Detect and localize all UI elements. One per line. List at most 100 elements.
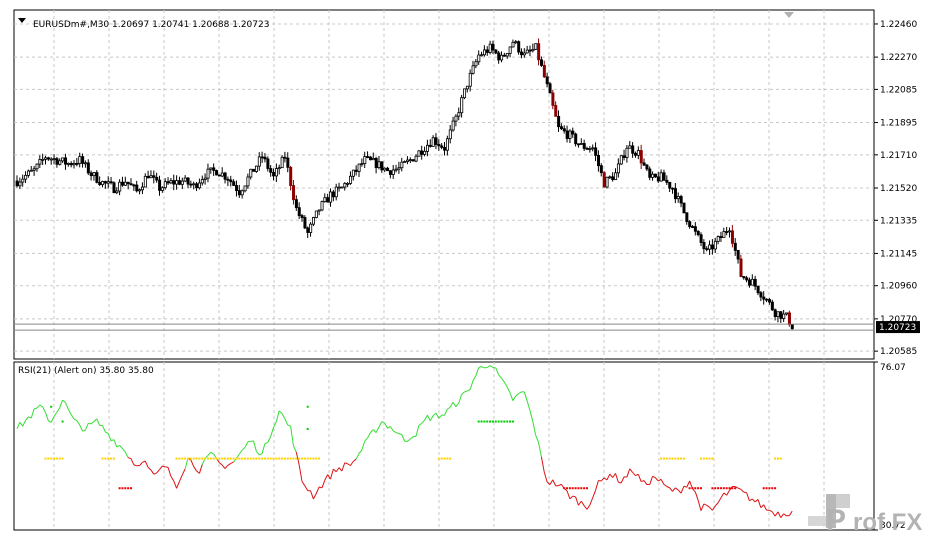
candle-body — [261, 157, 263, 158]
signal-dot — [444, 458, 446, 460]
signal-dot — [301, 458, 303, 460]
signal-dot — [446, 458, 448, 460]
signal-dot — [731, 487, 733, 489]
candle-body — [332, 192, 334, 197]
candle-body — [623, 156, 625, 158]
candle-body — [489, 44, 491, 52]
signal-dot — [310, 458, 312, 460]
candle-body — [654, 174, 656, 177]
candle-body — [711, 245, 713, 249]
signal-dot — [235, 458, 237, 460]
signal-dot — [121, 487, 123, 489]
candle-body — [216, 170, 218, 175]
candle-body — [495, 50, 497, 53]
candle-body — [435, 138, 437, 145]
candle-body — [264, 157, 266, 159]
candle-body — [178, 181, 180, 185]
candle-body — [19, 182, 21, 186]
candle-body — [312, 218, 314, 225]
candle-body — [729, 231, 731, 232]
candle-body — [506, 53, 508, 56]
signal-dot — [250, 458, 252, 460]
candle-body — [632, 146, 634, 153]
candle-body — [558, 116, 560, 126]
candle-body — [529, 50, 531, 51]
candle-body — [25, 175, 27, 179]
signal-dot — [224, 458, 226, 460]
candle-body — [310, 224, 312, 232]
signal-dot — [729, 487, 731, 489]
signal-dot — [267, 458, 269, 460]
candle-body — [321, 202, 323, 210]
candle-body — [412, 160, 414, 161]
candle-body — [543, 65, 545, 76]
signal-dot — [577, 487, 579, 489]
signal-dot — [734, 487, 736, 489]
candle-body — [418, 151, 420, 156]
y-tick-label: 1.22460 — [880, 20, 917, 30]
candle-body — [270, 169, 272, 173]
signal-dot — [50, 406, 52, 408]
signal-dot — [677, 458, 679, 460]
signal-dot — [284, 458, 286, 460]
candle-body — [649, 169, 651, 177]
candle-body — [369, 157, 371, 160]
candle-body — [406, 160, 408, 161]
candle-body — [549, 84, 551, 93]
candle-body — [680, 196, 682, 203]
candle-body — [327, 198, 329, 202]
signal-dot — [723, 487, 725, 489]
candle-body — [777, 312, 779, 317]
y-tick-label: 1.21520 — [880, 184, 917, 194]
candle-body — [461, 98, 463, 113]
candle-body — [167, 182, 169, 183]
candle-body — [746, 278, 748, 280]
signal-dot — [441, 458, 443, 460]
candle-body — [703, 243, 705, 249]
candle-body — [734, 243, 736, 250]
candle-body — [201, 180, 203, 183]
candle-body — [426, 145, 428, 151]
signal-dot — [689, 487, 691, 489]
rsi-segment — [573, 496, 576, 497]
candle-body — [472, 66, 474, 73]
watermark-right: rof FX — [853, 509, 922, 536]
candle-body — [121, 182, 123, 185]
candle-body — [597, 155, 599, 165]
signal-dot — [207, 458, 209, 460]
candle-body — [33, 169, 35, 171]
candle-body — [324, 198, 326, 202]
signal-dot — [127, 487, 129, 489]
signal-dot — [506, 421, 508, 423]
candle-body — [107, 182, 109, 183]
candle-body — [498, 53, 500, 60]
signal-dot — [241, 458, 243, 460]
rsi-segment — [248, 441, 251, 442]
signal-dot — [110, 458, 112, 460]
candle-body — [113, 183, 115, 193]
candle-body — [768, 300, 770, 303]
candle-body — [64, 158, 66, 164]
candle-body — [669, 182, 671, 188]
main-pane[interactable] — [14, 10, 874, 359]
candle-body — [743, 277, 745, 278]
candle-body — [364, 157, 366, 164]
candle-body — [244, 186, 246, 191]
candle-body — [147, 176, 149, 177]
signal-dot — [50, 458, 52, 460]
signal-dot — [218, 458, 220, 460]
candle-body — [153, 176, 155, 178]
candle-body — [786, 313, 788, 314]
signal-dot — [486, 421, 488, 423]
candle-body — [278, 168, 280, 169]
signal-dot — [498, 421, 500, 423]
candle-body — [210, 168, 212, 169]
signal-dot — [255, 458, 257, 460]
candle-body — [492, 44, 494, 50]
signal-dot — [258, 458, 260, 460]
candle-body — [677, 196, 679, 198]
candle-body — [139, 190, 141, 191]
rsi-pane[interactable] — [14, 362, 874, 530]
candle-body — [626, 148, 628, 157]
candle-body — [438, 144, 440, 145]
